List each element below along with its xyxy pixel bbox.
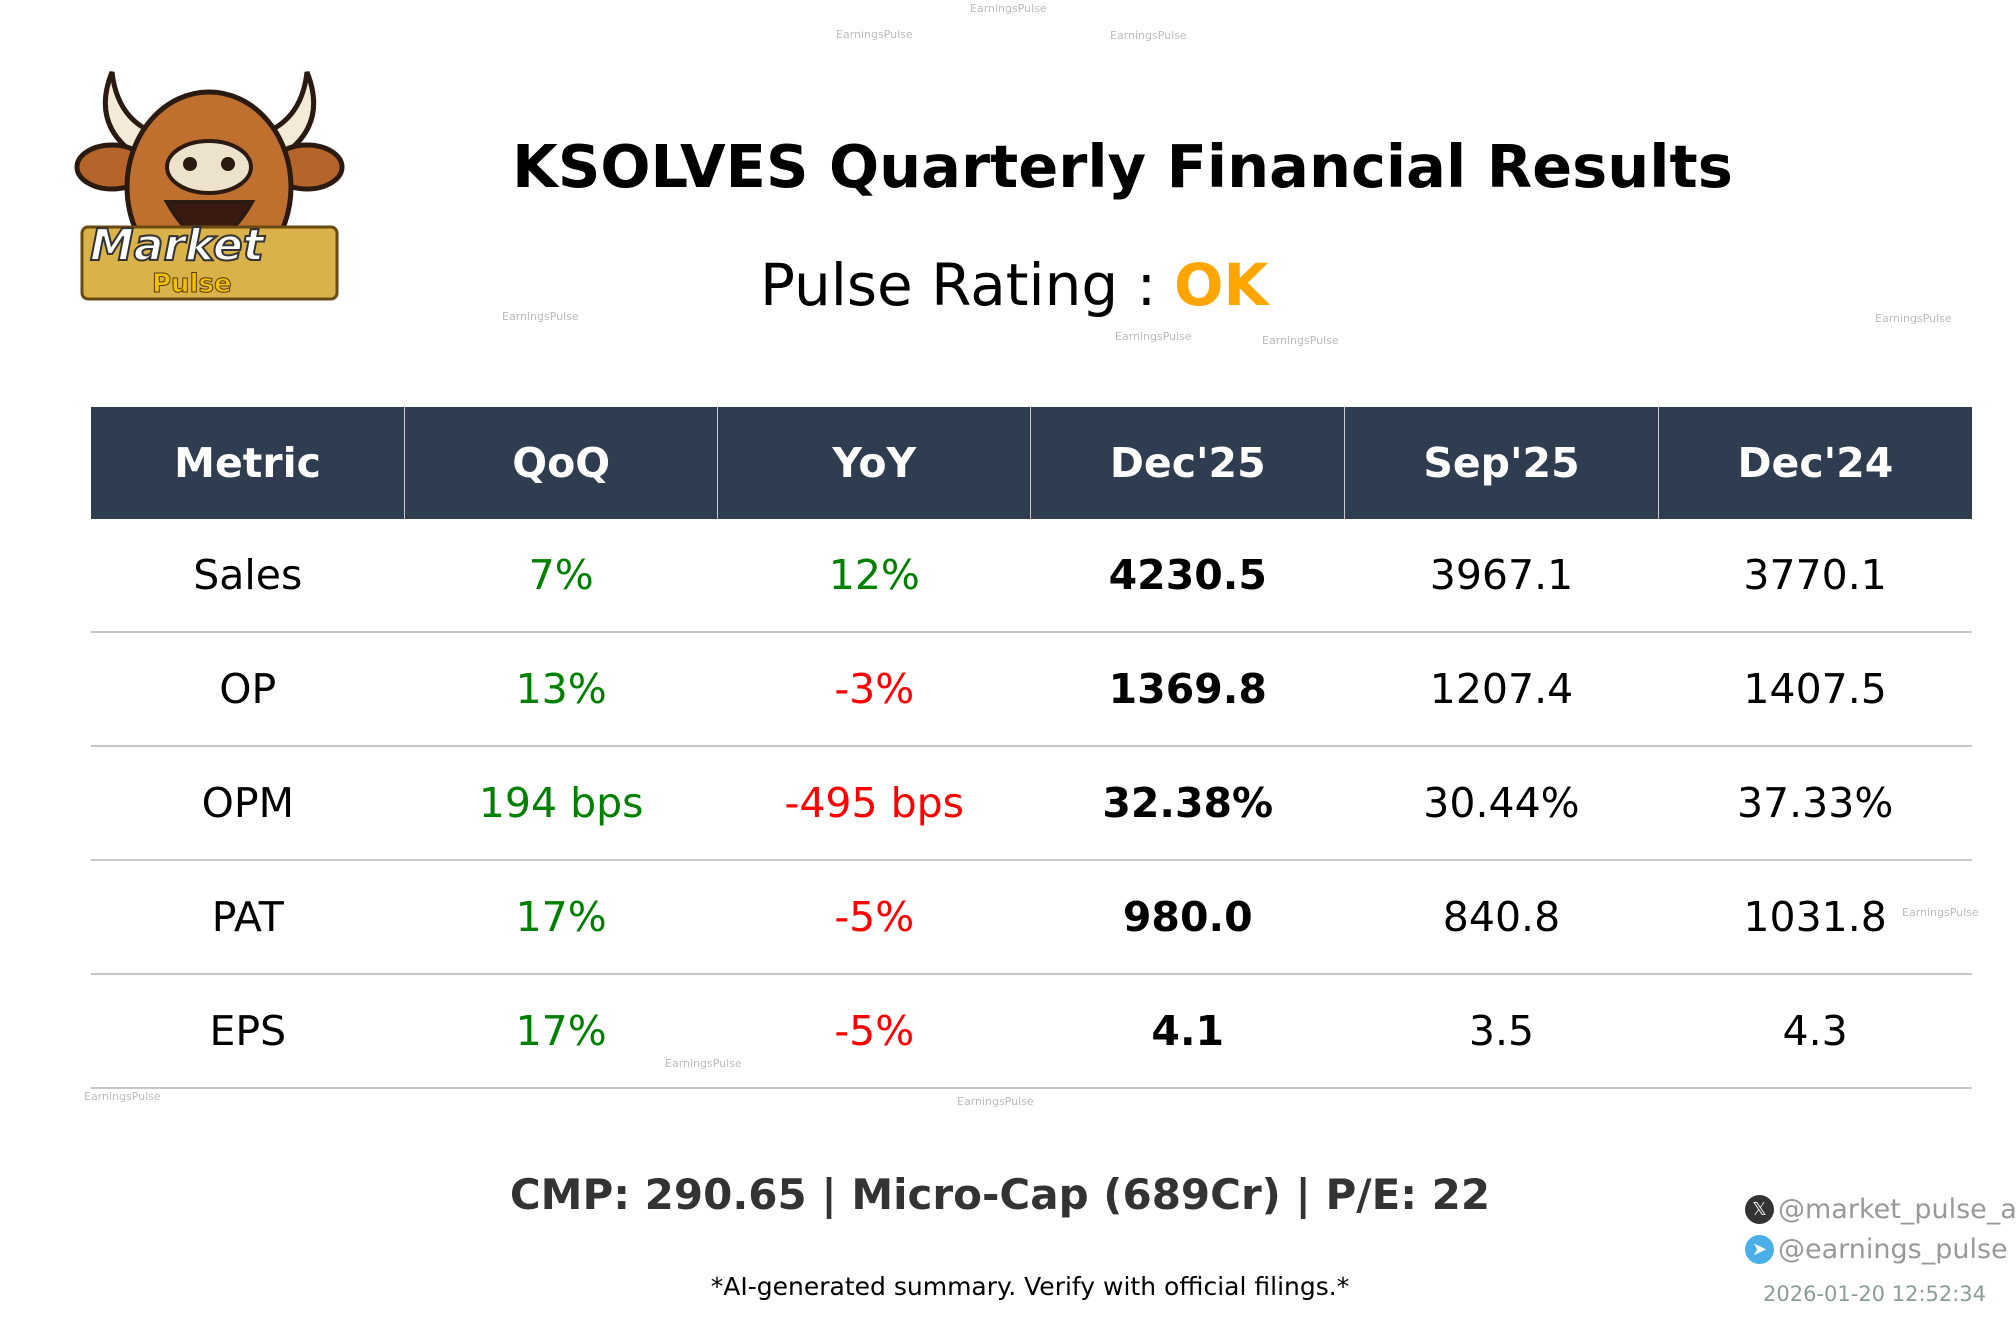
column-header: Dec'25 xyxy=(1030,407,1345,519)
year-ago-cell: 4.3 xyxy=(1658,974,1972,1089)
qoq-cell: 17% xyxy=(404,974,718,1089)
x-logo-icon: 𝕏 xyxy=(1745,1195,1774,1224)
column-header: Metric xyxy=(91,407,405,519)
yoy-cell: -3% xyxy=(717,632,1031,747)
rating-value: OK xyxy=(1174,251,1269,319)
prev-quarter-cell: 1207.4 xyxy=(1344,632,1659,747)
table-header-row: Metric QoQ YoY Dec'25 Sep'25 Dec'24 xyxy=(91,407,1972,519)
logo-text-market: Market xyxy=(89,220,265,271)
prev-quarter-cell: 3967.1 xyxy=(1344,519,1659,633)
year-ago-cell: 3770.1 xyxy=(1658,519,1972,633)
table-row: EPS 17% -5% 4.1 3.5 4.3 xyxy=(91,974,1972,1089)
page-title: KSOLVES Quarterly Financial Results xyxy=(512,132,1733,201)
watermark: EarningsPulse xyxy=(1262,334,1339,347)
column-header: Sep'25 xyxy=(1344,407,1659,519)
metric-cell: OP xyxy=(91,632,405,747)
table-row: OPM 194 bps -495 bps 32.38% 30.44% 37.33% xyxy=(91,746,1972,861)
telegram-icon: ➤ xyxy=(1745,1235,1774,1264)
valuation-summary: CMP: 290.65 | Micro-Cap (689Cr) | P/E: 2… xyxy=(509,1170,1491,1219)
table-row: OP 13% -3% 1369.8 1207.4 1407.5 xyxy=(91,632,1972,747)
metric-cell: Sales xyxy=(91,519,405,633)
disclaimer: *AI-generated summary. Verify with offic… xyxy=(710,1272,1350,1301)
metric-cell: PAT xyxy=(91,860,405,975)
year-ago-cell: 1407.5 xyxy=(1658,632,1972,747)
column-header: Dec'24 xyxy=(1657,407,1972,519)
current-quarter-cell: 1369.8 xyxy=(1030,632,1345,747)
table-row: PAT 17% -5% 980.0 840.8 1031.8 xyxy=(91,860,1972,975)
telegram-handle[interactable]: ➤ @earnings_pulse xyxy=(1745,1234,2008,1265)
yoy-cell: -495 bps xyxy=(717,746,1031,861)
qoq-cell: 13% xyxy=(404,632,718,747)
watermark: EarningsPulse xyxy=(957,1095,1034,1108)
qoq-cell: 194 bps xyxy=(404,746,718,861)
results-table: Metric QoQ YoY Dec'25 Sep'25 Dec'24 Sales 7% 12… xyxy=(91,407,1972,1089)
yoy-cell: 12% xyxy=(717,519,1031,633)
current-quarter-cell: 4.1 xyxy=(1030,974,1345,1089)
watermark: EarningsPulse xyxy=(1875,312,1952,325)
watermark: EarningsPulse xyxy=(1110,29,1187,42)
qoq-cell: 7% xyxy=(404,519,718,633)
column-header: QoQ xyxy=(404,407,718,519)
watermark: EarningsPulse xyxy=(970,2,1047,15)
timestamp: 2026-01-20 12:52:34 xyxy=(1763,1282,1987,1306)
prev-quarter-cell: 840.8 xyxy=(1344,860,1659,975)
watermark: EarningsPulse xyxy=(502,310,579,323)
watermark: EarningsPulse xyxy=(84,1090,161,1103)
yoy-cell: -5% xyxy=(717,860,1031,975)
watermark: EarningsPulse xyxy=(665,1057,742,1070)
year-ago-cell: 37.33% xyxy=(1658,746,1972,861)
x-handle-text: @market_pulse_ai xyxy=(1778,1194,2016,1225)
current-quarter-cell: 980.0 xyxy=(1030,860,1345,975)
column-header: YoY xyxy=(717,407,1031,519)
logo-text-pulse: Pulse xyxy=(152,269,233,299)
x-handle[interactable]: 𝕏 @market_pulse_ai xyxy=(1745,1194,2016,1225)
pulse-rating: Pulse Rating : OK xyxy=(760,252,1268,318)
year-ago-cell: 1031.8 xyxy=(1658,860,1972,975)
current-quarter-cell: 32.38% xyxy=(1030,746,1345,861)
qoq-cell: 17% xyxy=(404,860,718,975)
current-quarter-cell: 4230.5 xyxy=(1030,519,1345,633)
metric-cell: EPS xyxy=(91,974,405,1089)
rating-label: Pulse Rating : xyxy=(760,251,1157,319)
metric-cell: OPM xyxy=(91,746,405,861)
logo: Market Pulse xyxy=(72,62,347,307)
watermark: EarningsPulse xyxy=(1902,906,1979,919)
watermark: EarningsPulse xyxy=(1115,330,1192,343)
watermark: EarningsPulse xyxy=(836,28,913,41)
telegram-handle-text: @earnings_pulse xyxy=(1778,1234,2008,1265)
prev-quarter-cell: 3.5 xyxy=(1344,974,1659,1089)
table-row: Sales 7% 12% 4230.5 3967.1 3770.1 xyxy=(91,519,1972,633)
yoy-cell: -5% xyxy=(717,974,1031,1089)
prev-quarter-cell: 30.44% xyxy=(1344,746,1659,861)
